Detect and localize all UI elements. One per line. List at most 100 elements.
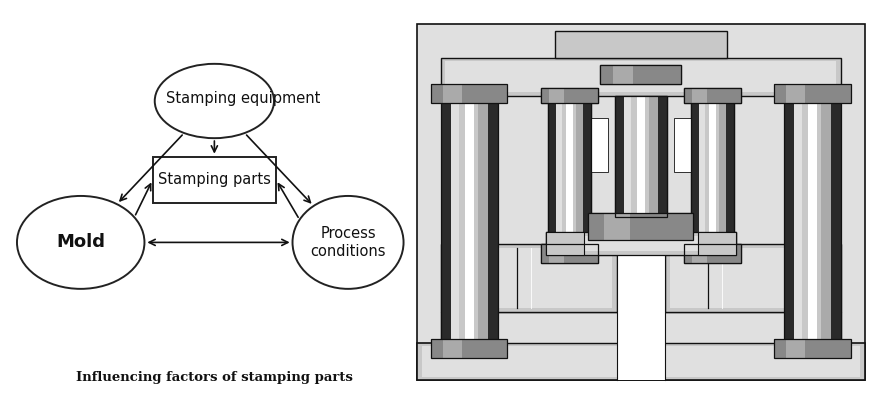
- Bar: [658, 96, 667, 217]
- Bar: [541, 244, 598, 263]
- Bar: [665, 244, 841, 312]
- Bar: [692, 244, 707, 263]
- Bar: [648, 96, 658, 217]
- Bar: [612, 65, 633, 84]
- Bar: [691, 96, 699, 248]
- Bar: [691, 96, 734, 248]
- Bar: [615, 96, 667, 217]
- Bar: [691, 96, 734, 248]
- Bar: [600, 65, 682, 84]
- Bar: [684, 244, 741, 263]
- Text: Process
conditions: Process conditions: [311, 226, 386, 259]
- Bar: [443, 339, 462, 358]
- Bar: [550, 244, 564, 263]
- Bar: [546, 232, 584, 255]
- Bar: [541, 244, 598, 263]
- Bar: [691, 96, 699, 248]
- Bar: [615, 96, 624, 217]
- Bar: [441, 312, 841, 343]
- Bar: [600, 65, 682, 84]
- Bar: [774, 84, 850, 103]
- Bar: [600, 65, 682, 84]
- Bar: [698, 232, 737, 255]
- Bar: [709, 96, 716, 248]
- Bar: [684, 88, 741, 103]
- Bar: [822, 96, 831, 343]
- Bar: [699, 96, 704, 248]
- Bar: [615, 96, 667, 217]
- Bar: [546, 232, 737, 255]
- Bar: [541, 88, 598, 103]
- Bar: [445, 248, 612, 308]
- Bar: [441, 244, 617, 312]
- Bar: [548, 96, 556, 248]
- Bar: [624, 96, 632, 217]
- Bar: [774, 339, 850, 358]
- Bar: [589, 213, 693, 240]
- Text: Mold: Mold: [56, 234, 105, 251]
- Bar: [431, 339, 508, 358]
- Bar: [441, 96, 498, 343]
- Bar: [548, 96, 591, 248]
- Bar: [548, 96, 556, 248]
- Bar: [576, 96, 583, 248]
- Bar: [546, 232, 737, 255]
- Bar: [465, 96, 474, 343]
- Bar: [675, 118, 703, 172]
- Bar: [583, 96, 591, 248]
- Bar: [684, 244, 741, 263]
- Bar: [719, 96, 726, 248]
- Bar: [441, 96, 498, 343]
- Bar: [684, 244, 741, 263]
- Bar: [684, 88, 741, 103]
- Bar: [684, 88, 741, 103]
- Bar: [548, 96, 591, 248]
- Text: Influencing factors of stamping parts: Influencing factors of stamping parts: [76, 371, 353, 384]
- Bar: [794, 96, 802, 343]
- Bar: [441, 58, 841, 96]
- Bar: [550, 236, 732, 251]
- Bar: [709, 96, 716, 248]
- Bar: [550, 236, 732, 251]
- Bar: [431, 84, 508, 103]
- Bar: [648, 96, 658, 217]
- Bar: [774, 84, 850, 103]
- Bar: [556, 96, 562, 248]
- Bar: [684, 88, 741, 103]
- Bar: [153, 157, 276, 203]
- Bar: [541, 244, 598, 263]
- Bar: [726, 96, 734, 248]
- Bar: [692, 88, 707, 103]
- Bar: [445, 61, 836, 92]
- Bar: [786, 339, 805, 358]
- Bar: [784, 96, 794, 343]
- Bar: [546, 232, 584, 255]
- Bar: [451, 96, 459, 343]
- Bar: [487, 96, 498, 343]
- Bar: [541, 244, 598, 263]
- Bar: [617, 244, 665, 381]
- Bar: [669, 248, 836, 308]
- Bar: [692, 244, 707, 263]
- Bar: [784, 96, 841, 343]
- Bar: [699, 96, 704, 248]
- Bar: [684, 244, 741, 263]
- Bar: [416, 343, 865, 381]
- Bar: [691, 96, 734, 248]
- Bar: [692, 88, 707, 103]
- Bar: [541, 88, 598, 103]
- Text: Stamping parts: Stamping parts: [158, 172, 271, 187]
- Bar: [478, 96, 487, 343]
- Bar: [583, 96, 591, 248]
- Bar: [615, 96, 667, 217]
- Bar: [808, 96, 817, 343]
- Bar: [589, 213, 693, 240]
- Bar: [831, 96, 841, 343]
- Bar: [612, 65, 633, 84]
- Bar: [600, 65, 682, 84]
- Bar: [576, 96, 583, 248]
- Bar: [443, 84, 462, 103]
- Bar: [624, 96, 632, 217]
- Bar: [579, 118, 607, 172]
- Bar: [637, 96, 645, 217]
